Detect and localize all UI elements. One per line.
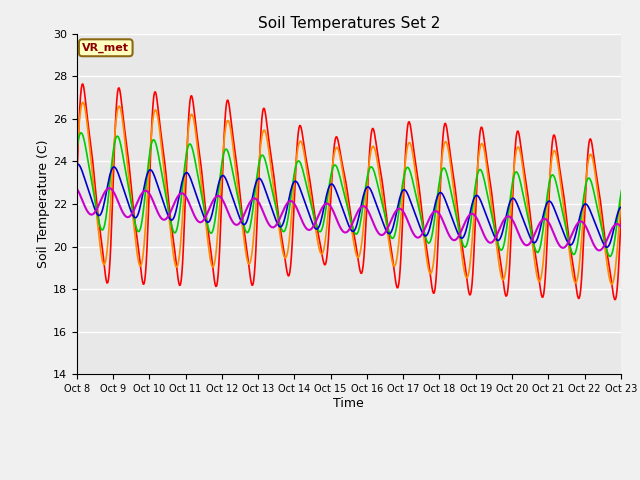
Title: Soil Temperatures Set 2: Soil Temperatures Set 2	[258, 16, 440, 31]
Text: VR_met: VR_met	[82, 43, 129, 53]
Y-axis label: Soil Temperature (C): Soil Temperature (C)	[37, 140, 50, 268]
X-axis label: Time: Time	[333, 397, 364, 410]
